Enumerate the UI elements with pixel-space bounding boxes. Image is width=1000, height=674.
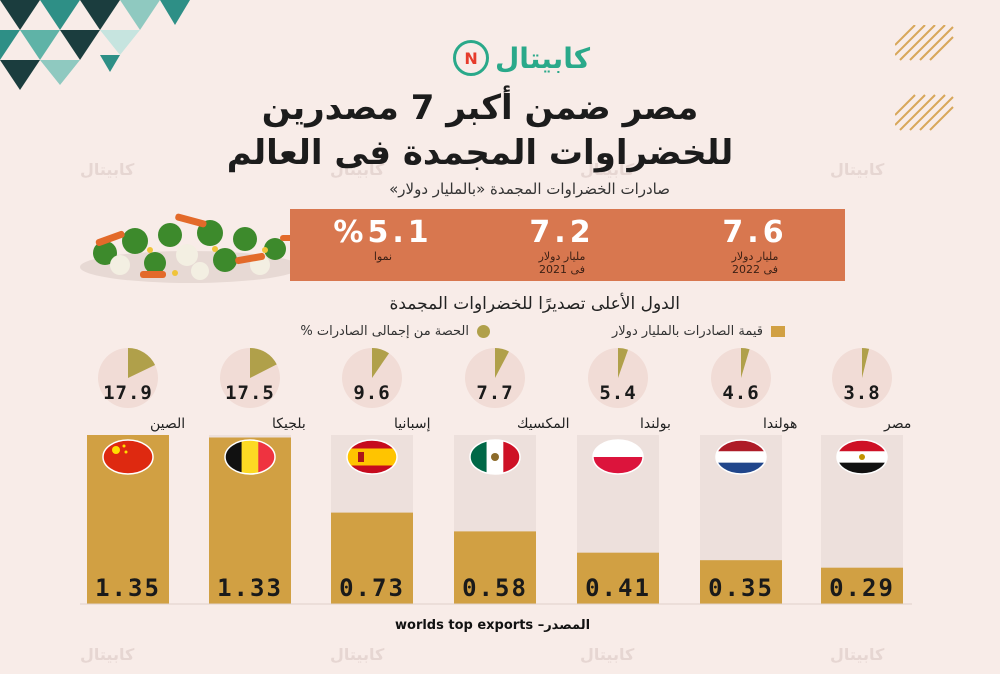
category-label: المكسيك bbox=[517, 416, 570, 432]
poland-flag-icon bbox=[593, 440, 643, 474]
logo-text: كابيتال bbox=[495, 41, 590, 75]
stat-value: 7.6 bbox=[722, 215, 788, 250]
bar bbox=[577, 552, 659, 604]
legend-bar-label: قيمة الصادرات بالمليار دولار bbox=[611, 324, 763, 339]
logo-badge-icon: N bbox=[453, 40, 490, 76]
watermark: كابيتال bbox=[330, 160, 385, 179]
watermark: كابيتال bbox=[830, 160, 885, 179]
watermark: كابيتال bbox=[580, 160, 635, 179]
page-title-line-2: للخضراوات المجمدة فى العالم bbox=[226, 133, 734, 173]
share-pie-slice bbox=[862, 348, 870, 378]
page-title-line-1: مصر ضمن أكبر 7 مصدرين bbox=[261, 88, 699, 128]
bar-value-label: 0.41 bbox=[585, 574, 651, 602]
country-column: 1.35 الصين 17.9 bbox=[87, 348, 185, 604]
stat-2021: 7.2 مليار دولار فى 2021 bbox=[492, 209, 632, 276]
bar-value-label: 0.35 bbox=[708, 574, 774, 602]
decorative-triangles-top-left bbox=[0, 0, 190, 90]
stat-unit: مليار دولار bbox=[538, 250, 586, 263]
country-column: 1.33 بلجيكا 17.5 bbox=[209, 348, 306, 604]
stat-unit: مليار دولار bbox=[731, 250, 779, 263]
stat-label: نموا bbox=[373, 250, 393, 263]
watermark: كابيتال bbox=[580, 645, 635, 664]
legend-bar-swatch bbox=[771, 326, 785, 337]
share-pie-slice bbox=[250, 348, 277, 378]
decorative-stripes-top-right bbox=[895, 25, 954, 131]
legend-share-label: الحصة من إجمالى الصادرات % bbox=[300, 324, 469, 339]
chart-title: الدول الأعلى تصديرًا للخضراوات المجمدة bbox=[389, 294, 680, 314]
bar-value-label: 1.35 bbox=[95, 574, 161, 602]
china-flag-icon bbox=[103, 440, 153, 474]
spain-flag-icon bbox=[347, 440, 397, 474]
share-pie-slice bbox=[372, 348, 390, 378]
bar-value-label: 0.73 bbox=[339, 574, 405, 602]
legend-share-swatch bbox=[477, 325, 490, 338]
category-label: الصين bbox=[150, 416, 185, 432]
bar bbox=[700, 560, 782, 604]
category-label: بولندا bbox=[640, 416, 671, 432]
egypt-flag-icon bbox=[837, 440, 887, 474]
subtitle: صادرات الخضراوات المجمدة «بالمليار دولار… bbox=[389, 180, 670, 198]
category-label: إسبانيا bbox=[394, 416, 431, 432]
stat-year: فى 2021 bbox=[539, 263, 585, 276]
stat-year: فى 2022 bbox=[732, 263, 778, 276]
legend-bars: قيمة الصادرات بالمليار دولار bbox=[612, 324, 785, 339]
watermark: كابيتال bbox=[80, 160, 135, 179]
share-pie-slice bbox=[495, 348, 509, 378]
share-value-label: 4.6 bbox=[722, 382, 759, 404]
share-value-label: 9.6 bbox=[353, 382, 390, 404]
share-pie-slice bbox=[128, 348, 156, 378]
bar-value-label: 0.58 bbox=[462, 574, 528, 602]
stat-value: %5.1 bbox=[333, 215, 433, 250]
share-value-label: 5.4 bbox=[599, 382, 636, 404]
stat-value: 7.2 bbox=[529, 215, 595, 250]
share-value-label: 17.9 bbox=[103, 382, 153, 404]
category-label: مصر bbox=[883, 416, 911, 432]
bar bbox=[821, 567, 903, 604]
watermark: كابيتال bbox=[330, 645, 385, 664]
share-value-label: 3.8 bbox=[843, 382, 880, 404]
export-stats-banner: 7.6 مليار دولار فى 2022 7.2 مليار دولار … bbox=[290, 209, 845, 281]
watermark: كابيتال bbox=[80, 645, 135, 664]
category-label: هولندا bbox=[763, 416, 797, 432]
watermark: كابيتال bbox=[830, 645, 885, 664]
share-value-label: 7.7 bbox=[476, 382, 513, 404]
netherlands-flag-icon bbox=[716, 440, 766, 474]
source-note: المصدر– worlds top exports bbox=[395, 618, 591, 633]
share-pie-slice bbox=[618, 348, 628, 378]
legend-share: الحصة من إجمالى الصادرات % bbox=[300, 324, 490, 339]
share-pie-slice bbox=[741, 348, 750, 378]
stat-2022: 7.6 مليار دولار فى 2022 bbox=[685, 209, 825, 276]
bar bbox=[454, 531, 536, 604]
frozen-vegetables-image bbox=[80, 213, 300, 283]
brand-logo: كابيتال N bbox=[415, 38, 590, 78]
bar bbox=[331, 512, 413, 604]
stat-growth: %5.1 نموا bbox=[313, 209, 453, 263]
category-label: بلجيكا bbox=[272, 416, 306, 432]
bar-value-label: 1.33 bbox=[217, 574, 283, 602]
bar-value-label: 0.29 bbox=[829, 574, 895, 602]
share-value-label: 17.5 bbox=[225, 382, 275, 404]
